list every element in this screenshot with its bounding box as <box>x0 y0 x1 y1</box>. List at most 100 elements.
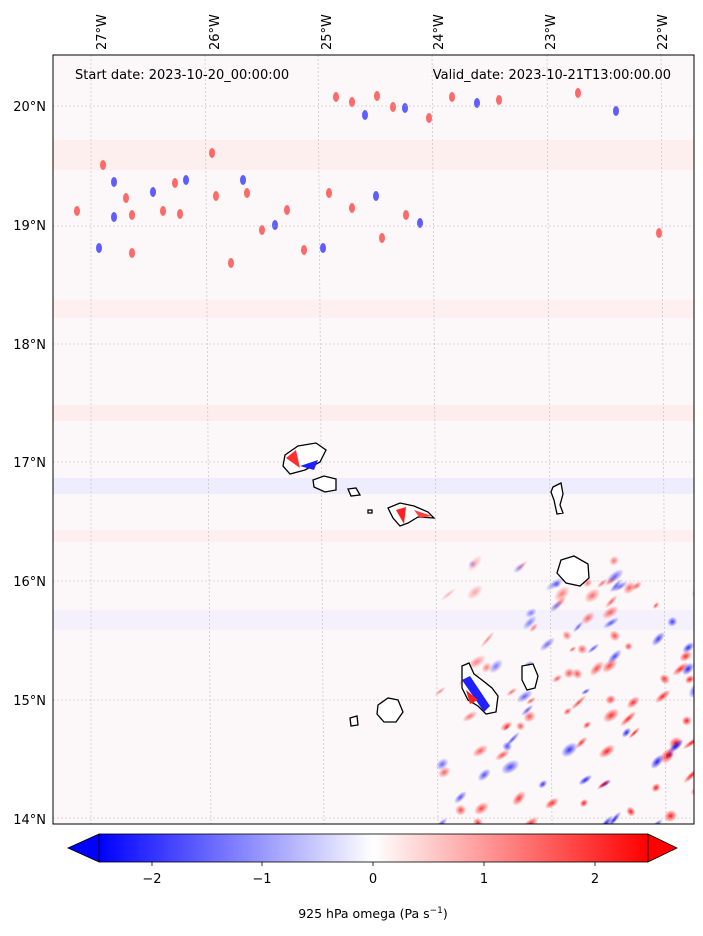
northern-convective-cells <box>74 88 662 268</box>
omega-wave-cell <box>545 577 565 591</box>
omega-wave-cell <box>628 727 641 739</box>
omega-cell <box>96 243 102 253</box>
colorbar-tick-label: −1 <box>252 872 271 887</box>
omega-wave-cell <box>581 688 591 695</box>
southeast-wave-field <box>434 555 694 824</box>
map-frame <box>52 54 695 825</box>
longitude-axis: 27°W 26°W 25°W 24°W 23°W 22°W <box>95 14 671 50</box>
omega-wave-cell <box>549 600 562 613</box>
omega-cell <box>150 187 156 197</box>
omega-wave-cell <box>468 560 477 569</box>
island-coastlines <box>282 442 590 727</box>
omega-cell <box>74 206 80 216</box>
start-date-label: Start date: 2023-10-20_00:00:00 <box>75 68 289 83</box>
omega-cell <box>575 88 581 98</box>
island-branco <box>367 509 373 514</box>
omega-cell <box>301 245 307 255</box>
omega-wave-cell <box>481 662 492 673</box>
island-santa-luzia <box>347 487 362 497</box>
omega-cell <box>240 175 246 185</box>
lon-tick: 23°W <box>544 14 559 50</box>
omega-cell <box>259 225 265 235</box>
omega-cell <box>402 103 408 113</box>
omega-cell <box>349 203 355 213</box>
omega-cell <box>228 258 234 268</box>
omega-wave-cell <box>455 804 467 816</box>
omega-cell <box>333 92 339 102</box>
omega-wave-cell <box>462 710 478 722</box>
omega-wave-cell <box>502 723 511 732</box>
omega-wave-cell <box>506 687 518 697</box>
omega-wave-cell <box>552 674 563 683</box>
colorbar-tick-label: 2 <box>591 872 599 887</box>
omega-cell <box>326 188 332 198</box>
omega-wave-cell <box>648 819 663 824</box>
omega-cell <box>373 191 379 201</box>
omega-cell <box>100 160 106 170</box>
omega-wave-cell <box>575 736 588 749</box>
lat-tick: 16°N <box>13 575 46 590</box>
omega-cell <box>209 148 215 158</box>
omega-wave-cell <box>495 749 510 761</box>
omega-wave-cell <box>488 659 504 674</box>
omega-wave-cell <box>474 802 489 815</box>
omega-field <box>53 55 694 824</box>
lon-tick: 22°W <box>656 14 671 50</box>
omega-wave-cell <box>529 623 539 633</box>
lon-tick: 25°W <box>320 14 335 50</box>
omega-wave-cell <box>621 727 632 738</box>
island-santo-antao <box>282 442 327 475</box>
omega-wave-cell <box>659 673 670 685</box>
omega-wave-cell <box>607 649 622 664</box>
omega-wave-cell <box>587 643 600 654</box>
omega-cell <box>177 209 183 219</box>
omega-wave-cell <box>589 661 604 676</box>
omega-wave-cell <box>651 783 661 793</box>
omega-wave-cell <box>472 744 489 758</box>
omega-wave-cell <box>651 631 665 647</box>
omega-wave-cell <box>672 662 689 676</box>
omega-wave-cell <box>598 744 616 759</box>
island-brava <box>349 715 359 727</box>
omega-wave-cell <box>480 630 495 649</box>
lat-tick: 15°N <box>13 694 46 709</box>
omega-wave-cell <box>684 675 694 684</box>
colorbar-gradient <box>98 833 649 863</box>
island-fogo <box>376 697 404 723</box>
island-boa-vista <box>556 555 590 587</box>
omega-wave-cell <box>562 630 572 641</box>
omega-wave-cell <box>572 621 584 633</box>
omega-wave-cell <box>554 585 570 602</box>
omega-wave-cell <box>626 806 636 817</box>
omega-cell <box>426 113 432 123</box>
omega-wave-cell <box>664 809 678 823</box>
omega-wave-cell <box>477 768 491 782</box>
omega-wave-cell <box>682 642 694 654</box>
lat-tick: 17°N <box>13 456 46 471</box>
map-background <box>53 55 694 824</box>
omega-wave-cell <box>522 615 537 630</box>
omega-wave-cell <box>612 581 628 592</box>
lat-tick: 18°N <box>13 338 46 353</box>
omega-wave-cell <box>584 588 601 603</box>
omega-cell <box>129 248 135 258</box>
omega-wave-cell <box>521 704 534 716</box>
omega-wave-cell <box>434 817 448 824</box>
omega-wave-cell <box>631 581 642 591</box>
omega-wave-cell <box>626 696 640 709</box>
omega-wave-cell <box>501 759 520 775</box>
valid-date-label: Valid_date: 2023-10-21T13:00:00.00 <box>433 68 671 83</box>
lat-tick: 14°N <box>13 813 46 828</box>
omega-wave-cell <box>582 721 592 729</box>
omega-cell <box>349 97 355 107</box>
omega-wave-cell <box>607 811 622 824</box>
omega-cell <box>111 212 117 222</box>
island-sao-nicolau <box>387 502 436 527</box>
omega-cell <box>129 210 135 220</box>
omega-wave-cell <box>601 605 619 620</box>
island-maio <box>521 663 539 691</box>
omega-wave-cell <box>606 569 624 584</box>
omega-cell <box>656 228 662 238</box>
omega-cell <box>403 210 409 220</box>
omega-wave-cell <box>563 707 572 716</box>
